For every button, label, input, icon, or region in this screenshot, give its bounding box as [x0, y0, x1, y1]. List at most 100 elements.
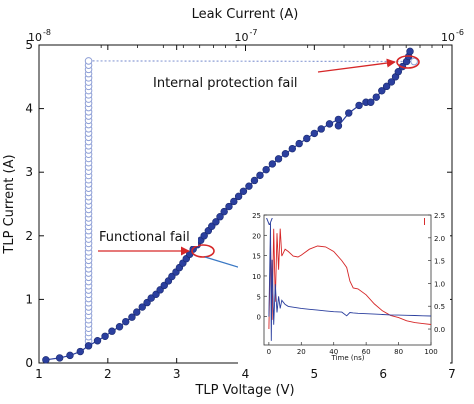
iv-point: [256, 171, 264, 180]
iv-point: [382, 82, 391, 91]
inset-right-tick-label: 1.0: [434, 280, 445, 288]
inset-right-tick-label: 0.0: [434, 326, 445, 334]
iv-point: [220, 207, 228, 216]
iv-point: [367, 98, 375, 106]
iv-point: [262, 165, 270, 174]
inset-left-tick-label: 20: [252, 232, 261, 240]
y-axis-label: TLP Current (A): [2, 154, 17, 254]
inset-left-tick-label: 5: [257, 293, 261, 301]
top-axis-ticks: 10 -8 10 -7 10 -6: [28, 28, 464, 51]
iv-point: [334, 115, 343, 124]
iv-point: [372, 93, 380, 101]
inset-v-marker: V: [266, 217, 273, 228]
iv-point: [378, 87, 386, 95]
leak-point: [84, 57, 93, 65]
functional-fail-label: Functional fail: [99, 230, 190, 245]
iv-point: [295, 139, 303, 148]
y-tick-label: 2: [25, 229, 33, 243]
iv-point: [133, 308, 141, 316]
iv-point: [325, 120, 334, 128]
functional-fail-annotation: Functional fail: [96, 226, 288, 284]
iv-point: [147, 294, 155, 302]
x-axis-label: TLP Voltage (V): [194, 383, 294, 398]
iv-point: [212, 218, 220, 226]
y-tick-label: 4: [25, 102, 33, 116]
iv-point: [93, 337, 102, 345]
inset-x-tick-label: 100: [424, 348, 437, 356]
iv-point: [128, 313, 136, 321]
iv-point: [288, 144, 297, 153]
inset-left-tick-label: 25: [252, 212, 261, 220]
iv-point: [108, 327, 116, 335]
iv-point: [317, 125, 325, 133]
iv-point: [55, 354, 64, 362]
x-tick-label: 7: [448, 367, 456, 381]
iv-point: [115, 323, 124, 331]
top-tick-label: 10: [235, 31, 249, 44]
iv-point: [200, 232, 208, 240]
iv-point: [281, 150, 290, 158]
iv-point: [239, 187, 248, 195]
top-tick-exponent: -8: [43, 28, 51, 37]
iv-point: [234, 192, 243, 201]
iv-point: [122, 317, 130, 326]
iv-point: [250, 176, 259, 185]
iv-point: [355, 101, 363, 110]
iv-point: [66, 351, 74, 360]
iv-point: [76, 347, 85, 356]
inset-left-tick-label: 10: [252, 273, 261, 281]
iv-point: [245, 182, 253, 190]
iv-point: [225, 202, 233, 211]
iv-point: [394, 68, 403, 76]
inset-right-tick-label: 1.5: [434, 258, 445, 266]
y-tick-label: 0: [25, 356, 33, 370]
iv-point: [345, 109, 353, 117]
iv-point: [310, 129, 319, 138]
internal-protection-annotation: Internal protection fail: [150, 55, 420, 92]
iv-point: [216, 213, 224, 221]
x-tick-label: 2: [104, 367, 112, 381]
y-tick-label: 5: [25, 38, 33, 52]
iv-point: [101, 332, 109, 340]
iv-point: [334, 122, 343, 130]
iv-point: [84, 342, 93, 350]
iv-point: [406, 47, 414, 56]
inset-i-marker: I: [423, 217, 426, 228]
inset-right-tick-label: 2.0: [434, 235, 445, 243]
inset-x-axis-ticks: 0 20 40 60 80 100: [267, 342, 438, 356]
inset-x-tick-label: 20: [297, 348, 306, 356]
inset-x-tick-label: 40: [329, 348, 338, 356]
top-tick-label: 10: [441, 31, 455, 44]
top-tick-exponent: -6: [456, 28, 464, 37]
inset-left-axis-ticks: 0 5 10 15 20 25: [252, 212, 267, 322]
inset-left-tick-label: 15: [252, 253, 261, 261]
tlp-iv-series: [42, 47, 414, 364]
inset-x-tick-label: 60: [362, 348, 371, 356]
iv-point: [387, 78, 396, 86]
x-tick-label: 6: [379, 367, 387, 381]
y-tick-label: 1: [25, 292, 33, 306]
internal-fail-ellipse: [396, 55, 420, 69]
iv-point: [230, 197, 238, 206]
inset-voltage-trace: [268, 223, 432, 341]
y-tick-label: 3: [25, 165, 33, 179]
functional-fail-label-bg: [96, 226, 198, 246]
inset-x-tick-label: 0: [267, 348, 271, 356]
inset-left-tick-label: 0: [257, 314, 261, 322]
x-tick-label: 3: [173, 367, 181, 381]
iv-point: [268, 160, 277, 168]
functional-fail-ellipse: [191, 244, 215, 258]
internal-fail-label-bg: [150, 70, 315, 92]
leak-point: [410, 57, 418, 66]
iv-point: [42, 356, 50, 364]
leak-dotted-line: [88, 60, 415, 63]
x-tick-label: 1: [35, 367, 43, 381]
x-tick-label: 5: [311, 367, 319, 381]
iv-point: [138, 303, 146, 311]
internal-fail-label: Internal protection fail: [153, 76, 298, 91]
internal-fail-arrow: [317, 58, 396, 73]
inset-x-tick-label: 80: [394, 348, 403, 356]
inset-chart: 0 5 10 15 20 25 0.0 0.5 1.0 1.5 2.0 2.5 0 20 40 60 80 1…: [238, 208, 450, 368]
top-axis-label: Leak Current (A): [192, 7, 299, 22]
